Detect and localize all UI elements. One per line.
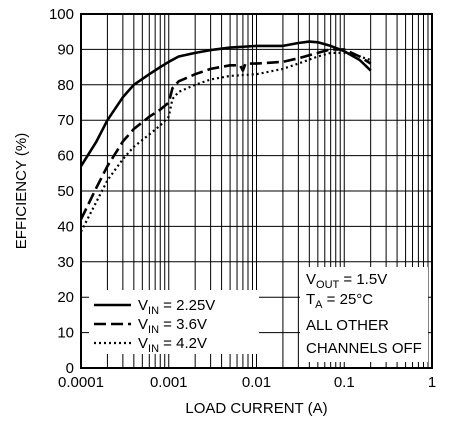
legend-label: VIN = 3.6V: [138, 316, 207, 336]
legend-background: [89, 290, 259, 354]
annotation-line4: CHANNELS OFF: [306, 340, 422, 357]
annotation-ta: TA = 25°C: [306, 291, 373, 311]
annotation-line3: ALL OTHER: [306, 317, 389, 334]
annotation-background: [300, 267, 428, 362]
x-axis-label: LOAD CURRENT (A): [185, 400, 327, 417]
series-line-dashed: [79, 48, 372, 220]
y-tick-label: 60: [57, 148, 74, 165]
tick-labels: 0 10 20 30 40 50 60 70 80 90 100 0.0001 0.001 0.01 0.1…: [49, 6, 436, 391]
y-tick-label: 10: [57, 325, 74, 342]
y-axis-label: EFFICIENCY (%): [13, 133, 30, 249]
y-tick-label: 0: [66, 360, 74, 377]
annotation-vout: VOUT = 1.5V: [306, 271, 387, 291]
x-tick-label: 0.0001: [58, 374, 104, 391]
x-tick-label: 1: [428, 374, 436, 391]
y-tick-label: 90: [57, 41, 74, 58]
y-tick-label: 80: [57, 77, 74, 94]
x-tick-label: 0.001: [150, 374, 188, 391]
y-tick-label: 40: [57, 218, 74, 235]
plot-frame: [80, 13, 433, 369]
y-tick-label: 30: [57, 254, 74, 271]
y-tick-label: 50: [57, 183, 74, 200]
x-tick-label: 0.01: [242, 374, 271, 391]
legend-label: VIN = 2.25V: [138, 297, 215, 317]
series-line-solid: [79, 40, 372, 167]
y-tick-label: 70: [57, 112, 74, 129]
x-tick-label: 0.1: [334, 374, 355, 391]
y-tick-label: 100: [49, 6, 74, 23]
series-lines: [79, 40, 372, 233]
y-tick-label: 20: [57, 289, 74, 306]
legend-label: VIN = 4.2V: [138, 335, 207, 355]
